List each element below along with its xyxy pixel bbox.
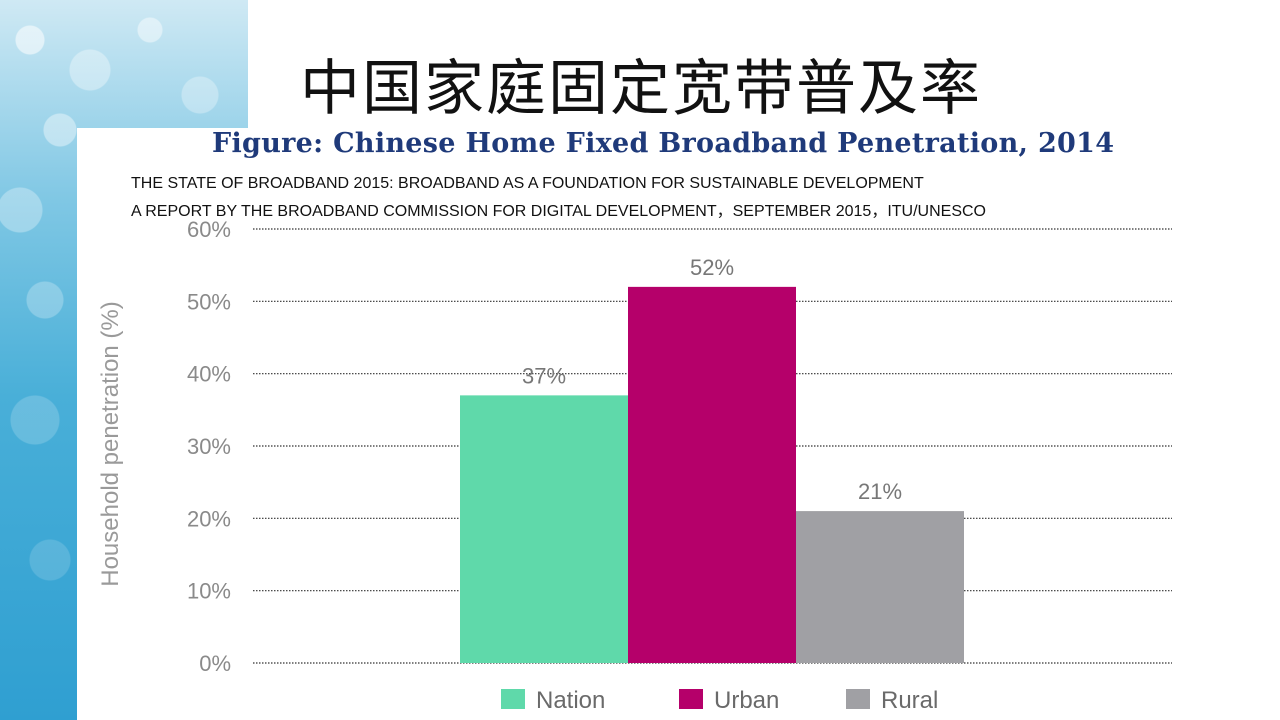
y-tick-label: 20% [187, 506, 231, 531]
figure-title: Figure: Chinese Home Fixed Broadband Pen… [212, 128, 1115, 159]
y-tick-label: 60% [187, 217, 231, 242]
data-label-rural: 21% [858, 479, 902, 504]
y-tick-label: 30% [187, 434, 231, 459]
data-label-urban: 52% [690, 255, 734, 280]
y-axis-label: Household penetration (%) [97, 301, 124, 587]
data-labels: 37% 52% 21% [522, 255, 902, 504]
bar-rural [796, 511, 964, 663]
y-tick-label: 10% [187, 579, 231, 604]
legend-label-nation: Nation [536, 687, 605, 714]
bars [460, 286, 964, 663]
y-tick-label: 0% [199, 651, 231, 676]
legend-swatch-rural [846, 689, 870, 709]
legend: Nation Urban Rural [501, 687, 938, 714]
y-tick-label: 40% [187, 362, 231, 387]
legend-swatch-urban [679, 689, 703, 709]
source-line-1: THE STATE OF BROADBAND 2015: BROADBAND A… [131, 175, 924, 192]
y-tick-label: 50% [187, 289, 231, 314]
legend-swatch-nation [501, 689, 525, 709]
legend-label-urban: Urban [714, 687, 779, 714]
source-line-2: A REPORT BY THE BROADBAND COMMISSION FOR… [131, 203, 986, 220]
data-label-nation: 37% [522, 363, 566, 388]
y-axis-ticks: 0% 10% 20% 30% 40% 50% 60% [187, 217, 231, 676]
bar-nation [460, 395, 628, 663]
slide-title: 中国家庭固定宽带普及率 [300, 54, 982, 124]
legend-label-rural: Rural [881, 687, 938, 714]
bar-urban [628, 286, 796, 663]
